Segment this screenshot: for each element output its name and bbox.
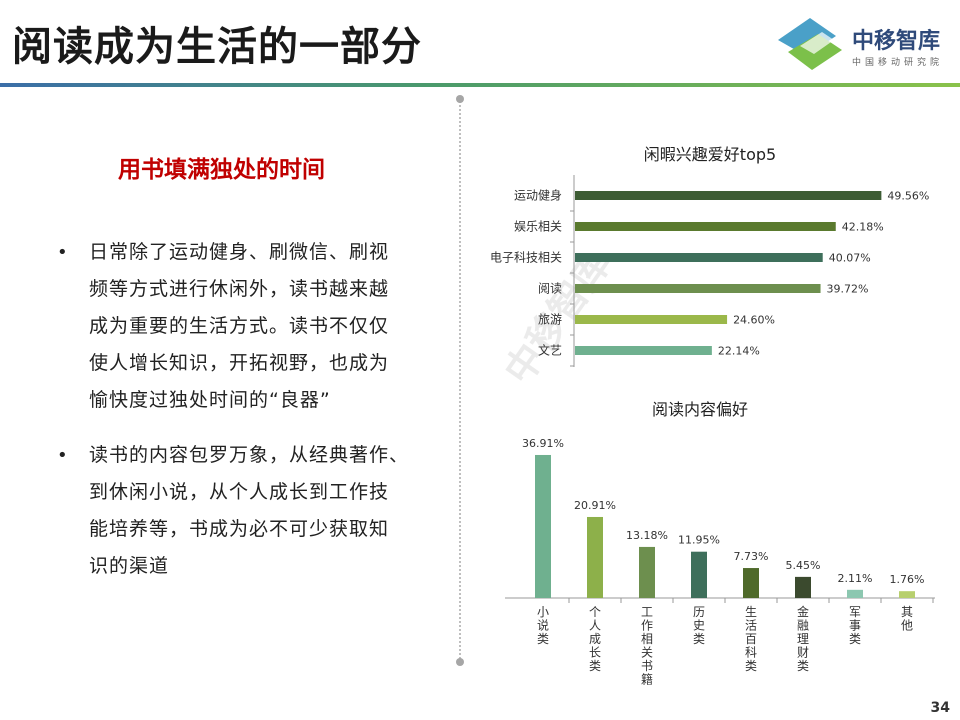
chart1-title: 闲暇兴趣爱好top5	[643, 145, 777, 164]
vertical-divider	[459, 98, 461, 663]
bar	[587, 516, 603, 598]
x-tick-label: 小说类	[537, 605, 549, 646]
bullet-line: 愉快度过独处时间的“良器”	[89, 389, 331, 411]
bullet-line: 成为重要的生活方式。读书不仅仅	[89, 315, 390, 337]
x-tick-label: 工作相关书籍	[641, 605, 653, 687]
bar	[575, 284, 821, 293]
bar	[535, 454, 551, 598]
data-label: 2.11%	[838, 572, 873, 585]
header-divider	[0, 83, 960, 87]
data-label: 7.73%	[734, 550, 769, 563]
bar	[743, 568, 759, 598]
data-label: 5.45%	[786, 559, 821, 572]
x-tick-label: 金融理财类	[797, 604, 809, 673]
data-label: 11.95%	[678, 534, 720, 547]
data-label: 24.60%	[733, 314, 775, 327]
page-title: 阅读成为生活的一部分	[12, 24, 422, 70]
y-tick-label: 运动健身	[514, 188, 562, 203]
data-label: 49.56%	[887, 190, 929, 203]
bullet-line: 使人增长知识，开拓视野，也成为	[89, 352, 390, 374]
reading-preference-chart: 36.91% 小说类 20.91% 个人成长类 13.18% 工作相关书籍 11.95% 历史…	[505, 437, 935, 687]
bullet-line: 识的渠道	[89, 555, 170, 577]
bullet-line: 到休闲小说，从个人成长到工作技	[89, 481, 390, 503]
bar	[575, 253, 823, 262]
bullet-line: 频等方式进行休闲外，读书越来越	[89, 278, 390, 300]
x-tick-label: 其他	[901, 605, 913, 633]
data-label: 13.18%	[626, 529, 668, 542]
logo-text: 中移智库	[852, 29, 941, 54]
hobby-bar-chart: 运动健身 49.56% 娱乐相关 42.18% 电子科技相关 40.07% 阅读 39.72%…	[490, 175, 929, 367]
y-tick-label: 电子科技相关	[490, 251, 562, 265]
chart2-title: 阅读内容偏好	[651, 400, 748, 419]
bar	[575, 222, 836, 231]
divider-top-dot	[456, 95, 464, 103]
bar	[575, 315, 728, 324]
logo-subtitle: 中国移动研究院	[852, 58, 944, 68]
bar	[575, 346, 712, 355]
y-tick-label: 阅读	[538, 282, 562, 296]
logo-icon	[778, 18, 842, 70]
bullet-item: 日常除了运动健身、刷微信、刷视 频等方式进行休闲外，读书越来越 成为重要的生活方…	[55, 234, 445, 419]
bar	[691, 551, 707, 598]
bar	[639, 546, 655, 598]
x-tick-label: 生活百科类	[745, 605, 757, 673]
divider-bottom-dot	[456, 658, 464, 666]
y-tick-label: 旅游	[538, 313, 562, 327]
bar	[575, 191, 882, 200]
watermark-logo-icon: 中移智库	[496, 260, 619, 392]
page-number: 34	[930, 700, 950, 716]
x-tick-label: 军事类	[849, 605, 861, 646]
data-label: 39.72%	[827, 283, 869, 296]
bullet-line: 日常除了运动健身、刷微信、刷视	[89, 241, 390, 263]
x-tick-label: 个人成长类	[589, 605, 601, 673]
section-subtitle: 用书填满独处的时间	[118, 157, 325, 183]
bullet-line: 读书的内容包罗万象，从经典著作、	[89, 444, 410, 466]
bar	[795, 576, 811, 598]
data-label: 36.91%	[522, 437, 564, 450]
data-label: 22.14%	[718, 345, 760, 358]
bullet-list: 日常除了运动健身、刷微信、刷视 频等方式进行休闲外，读书越来越 成为重要的生活方…	[55, 234, 445, 603]
data-label: 42.18%	[842, 221, 884, 234]
data-label: 1.76%	[890, 573, 925, 586]
bar	[847, 589, 863, 598]
bullet-line: 能培养等，书成为必不可少获取知	[89, 518, 390, 540]
bar	[899, 591, 915, 598]
bullet-item: 读书的内容包罗万象，从经典著作、 到休闲小说，从个人成长到工作技 能培养等，书成…	[55, 437, 445, 585]
y-tick-label: 文艺	[538, 343, 562, 358]
data-label: 40.07%	[829, 252, 871, 265]
y-tick-label: 娱乐相关	[514, 220, 562, 234]
x-tick-label: 历史类	[693, 605, 705, 646]
data-label: 20.91%	[574, 499, 616, 512]
